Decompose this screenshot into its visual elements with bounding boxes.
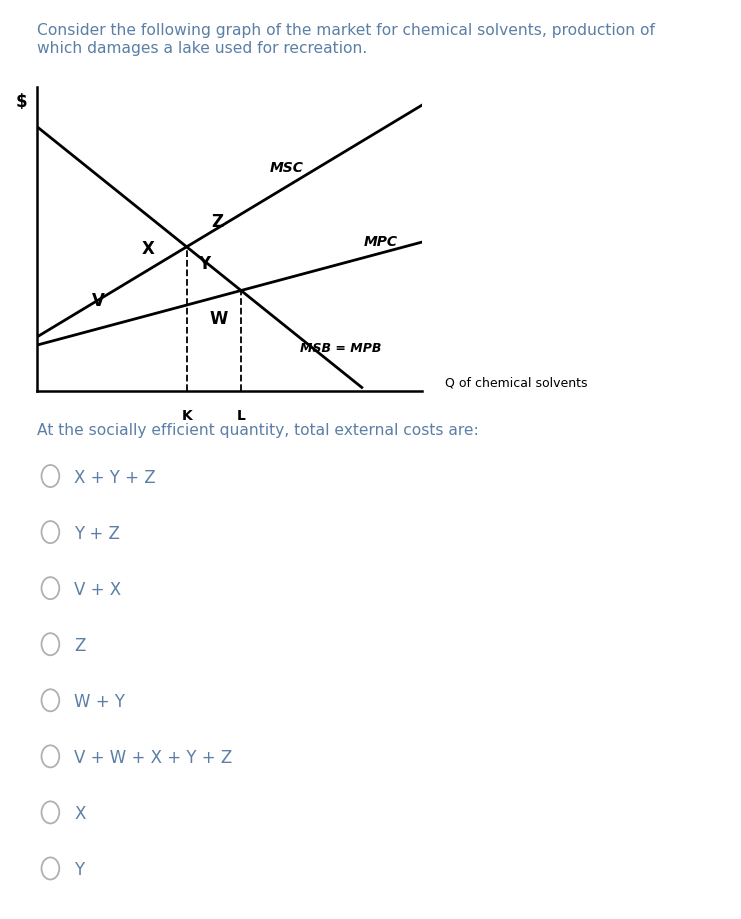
Text: W: W [209, 310, 227, 328]
Text: which damages a lake used for recreation.: which damages a lake used for recreation… [37, 41, 368, 56]
Text: $: $ [16, 94, 27, 111]
Text: L: L [236, 409, 245, 423]
Text: MPC: MPC [363, 234, 397, 249]
Text: Y: Y [74, 861, 84, 879]
Text: MSB = MPB: MSB = MPB [300, 342, 382, 355]
Text: Y: Y [198, 255, 210, 273]
Text: At the socially efficient quantity, total external costs are:: At the socially efficient quantity, tota… [37, 423, 479, 437]
Text: X + Y + Z: X + Y + Z [74, 469, 156, 487]
Text: Z: Z [212, 213, 224, 231]
Text: Q of chemical solvents: Q of chemical solvents [445, 377, 587, 390]
Text: X: X [74, 805, 85, 823]
Text: Y + Z: Y + Z [74, 525, 120, 543]
Text: V: V [91, 291, 104, 310]
Text: Consider the following graph of the market for chemical solvents, production of: Consider the following graph of the mark… [37, 23, 655, 38]
Text: Z: Z [74, 637, 85, 655]
Text: V + W + X + Y + Z: V + W + X + Y + Z [74, 749, 233, 767]
Text: W + Y: W + Y [74, 693, 125, 711]
Text: K: K [182, 409, 192, 423]
Text: V + X: V + X [74, 581, 122, 599]
Text: X: X [142, 240, 154, 258]
Text: MSC: MSC [270, 161, 303, 175]
